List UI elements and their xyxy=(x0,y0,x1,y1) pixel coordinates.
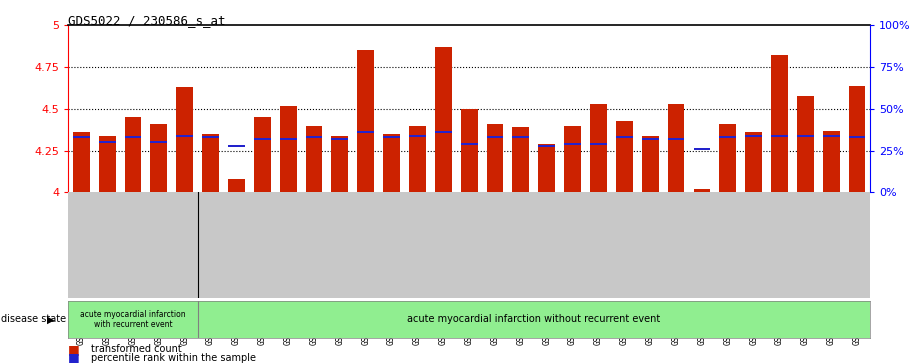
Bar xyxy=(693,189,711,192)
Bar xyxy=(797,95,814,192)
Bar xyxy=(202,134,219,192)
Bar xyxy=(332,136,348,192)
Bar xyxy=(150,141,168,143)
Bar xyxy=(486,136,504,138)
Bar xyxy=(745,132,762,192)
Text: acute myocardial infarction
with recurrent event: acute myocardial infarction with recurre… xyxy=(80,310,186,329)
Bar xyxy=(228,179,245,192)
Bar xyxy=(693,148,711,150)
Bar xyxy=(254,138,271,140)
Text: ▶: ▶ xyxy=(47,314,55,325)
Bar xyxy=(73,132,89,192)
Text: disease state: disease state xyxy=(1,314,66,325)
Bar xyxy=(849,86,865,192)
Bar xyxy=(228,144,245,147)
Bar xyxy=(745,135,762,137)
Bar xyxy=(384,134,400,192)
Text: acute myocardial infarction without recurrent event: acute myocardial infarction without recu… xyxy=(407,314,660,325)
Bar xyxy=(668,138,684,140)
Text: percentile rank within the sample: percentile rank within the sample xyxy=(91,352,256,363)
Bar xyxy=(590,143,607,145)
Bar xyxy=(641,136,659,192)
Bar xyxy=(280,106,297,192)
Bar xyxy=(616,136,633,138)
Bar xyxy=(641,138,659,140)
Bar xyxy=(823,135,840,137)
Bar xyxy=(177,87,193,192)
Bar xyxy=(461,109,477,192)
Bar xyxy=(823,131,840,192)
Bar xyxy=(435,131,452,133)
Bar xyxy=(797,135,814,137)
Bar xyxy=(720,124,736,192)
Bar xyxy=(125,117,141,192)
Bar xyxy=(98,136,116,192)
Text: GDS5022 / 230586_s_at: GDS5022 / 230586_s_at xyxy=(68,15,226,28)
Text: ■: ■ xyxy=(68,351,80,363)
Bar xyxy=(125,136,141,138)
Bar xyxy=(564,126,581,192)
Bar xyxy=(177,135,193,137)
Bar xyxy=(538,144,555,147)
Bar xyxy=(616,121,633,192)
Bar xyxy=(280,138,297,140)
Bar xyxy=(357,50,374,192)
Bar xyxy=(332,138,348,140)
Bar xyxy=(98,141,116,143)
Bar xyxy=(486,124,504,192)
Bar xyxy=(150,124,168,192)
Bar xyxy=(461,143,477,145)
Bar xyxy=(409,126,425,192)
Bar xyxy=(202,136,219,138)
Bar xyxy=(720,136,736,138)
Bar xyxy=(305,136,322,138)
Bar xyxy=(590,104,607,192)
Bar xyxy=(73,136,89,138)
Bar xyxy=(435,47,452,192)
Bar xyxy=(305,126,322,192)
Bar xyxy=(668,104,684,192)
Bar xyxy=(254,117,271,192)
Bar xyxy=(357,131,374,133)
Text: transformed count: transformed count xyxy=(91,344,182,354)
Bar xyxy=(771,135,788,137)
Bar xyxy=(409,135,425,137)
Bar xyxy=(513,127,529,192)
Bar xyxy=(771,56,788,192)
Text: ■: ■ xyxy=(68,343,80,356)
Bar xyxy=(384,136,400,138)
Bar xyxy=(513,136,529,138)
Bar xyxy=(564,143,581,145)
Bar xyxy=(538,144,555,192)
Bar xyxy=(849,136,865,138)
